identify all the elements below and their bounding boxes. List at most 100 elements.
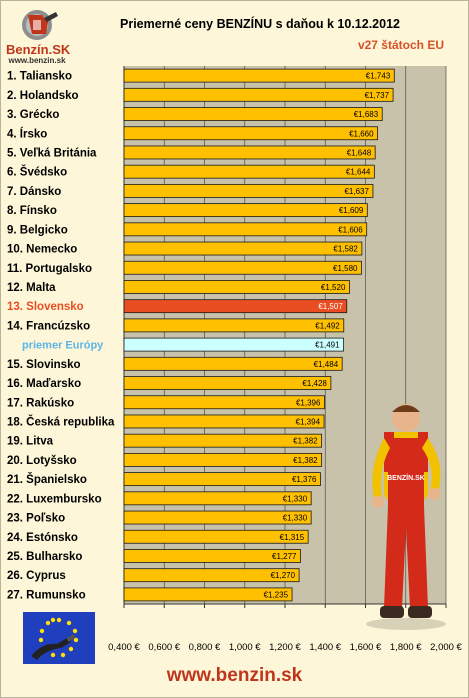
category-label: 19. Litva [7, 436, 54, 448]
category-label: 13. Slovensko [7, 301, 84, 313]
bar [123, 203, 368, 218]
footer-url: www.benzin.sk [166, 665, 303, 686]
fuel-nozzle-icon [22, 10, 58, 40]
logo-url-text: www.benzin.sk [8, 56, 66, 65]
x-tick-label: 1,200 € [269, 642, 301, 653]
bar [123, 529, 309, 544]
bar-value-label: €1,737 [365, 91, 390, 100]
bar [123, 587, 293, 602]
bar [123, 68, 395, 83]
bar-value-label: €1,396 [296, 398, 321, 407]
category-label: 9. Belgicko [7, 224, 68, 236]
category-label: 17. Rakúsko [7, 397, 74, 409]
bar [123, 395, 325, 410]
bar-value-label: €1,580 [333, 264, 358, 273]
category-label: 15. Slovinsko [7, 359, 81, 371]
chart-subtitle: v27 štátoch EU [357, 38, 444, 52]
bar-value-label: €1,428 [302, 379, 327, 388]
bar-value-label: €1,660 [349, 129, 374, 138]
category-label: 27. Rumunsko [7, 589, 86, 601]
bar-value-label: €1,277 [272, 552, 297, 561]
bar [123, 299, 348, 314]
category-label: 23. Poľsko [7, 513, 65, 525]
category-label: 25. Bulharsko [7, 551, 82, 563]
category-label: 22. Luxembursko [7, 493, 102, 505]
bar [123, 164, 375, 179]
category-label: 24. Estónsko [7, 532, 78, 544]
bar [123, 241, 363, 256]
x-tick-label: 1,000 € [229, 642, 261, 653]
category-label: 12. Malta [7, 282, 56, 294]
x-tick-label: 1,600 € [350, 642, 382, 653]
bar-value-label: €1,606 [338, 225, 363, 234]
benzin-logo: Benzín.SK www.benzin.sk [6, 6, 71, 65]
category-label: 8. Fínsko [7, 205, 57, 217]
category-label: 21. Španielsko [7, 473, 87, 486]
bar-value-label: €1,270 [271, 571, 296, 580]
category-label: 5. Veľká Británia [7, 147, 97, 159]
bar [123, 510, 312, 525]
category-label: 6. Švédsko [7, 166, 67, 179]
bar [123, 491, 312, 506]
bar [123, 260, 362, 275]
x-tick-label: 1,400 € [309, 642, 341, 653]
category-label: 4. Írsko [7, 127, 47, 140]
bar [123, 452, 323, 467]
bar-value-label: €1,609 [339, 206, 364, 215]
bar-value-label: €1,492 [315, 321, 340, 330]
bar-value-label: €1,637 [344, 187, 369, 196]
bar [123, 549, 301, 563]
bar [123, 356, 343, 371]
mascot-shirt-text: BENZÍN.SK [387, 473, 425, 482]
bar [123, 376, 332, 390]
bar-value-label: €1,507 [318, 302, 343, 311]
category-label: 16. Maďarsko [7, 378, 81, 390]
bar-value-label: €1,330 [283, 494, 308, 503]
bar-value-label: €1,644 [346, 168, 371, 177]
bar-value-label: €1,382 [293, 437, 318, 446]
category-label: 20. Lotyšsko [7, 455, 77, 467]
bar [123, 145, 376, 160]
x-tick-label: 2,000 € [430, 642, 462, 653]
bar-value-label: €1,582 [333, 245, 358, 254]
category-label: 11. Portugalsko [7, 263, 92, 275]
x-tick-label: 0,800 € [189, 642, 221, 653]
category-label: 14. Francúzsko [7, 320, 90, 332]
bar [123, 568, 300, 583]
category-label: 7. Dánsko [7, 186, 61, 198]
bar-value-label: €1,376 [292, 475, 317, 484]
x-tick-label: 1,800 € [390, 642, 422, 653]
bar-value-label: €1,394 [296, 417, 321, 426]
bar-value-label: €1,484 [314, 360, 339, 369]
bar-value-label: €1,743 [366, 72, 391, 81]
chart-title: Priemerné ceny BENZÍNU s daňou k 10.12.2… [120, 17, 400, 31]
gas-station-worker-mascot: BENZÍN.SK [354, 398, 450, 634]
category-label: 26. Cyprus [7, 570, 66, 582]
bar [123, 183, 374, 198]
category-label: 2. Holandsko [7, 90, 79, 102]
bar-value-label: €1,382 [293, 456, 318, 465]
bar-value-label: €1,683 [354, 110, 379, 119]
x-tick-label: 0,400 € [108, 642, 140, 653]
bar [123, 337, 344, 352]
bar-value-label: €1,520 [321, 283, 346, 292]
bar [123, 433, 323, 448]
logo-brand-text: Benzín.SK [6, 42, 71, 57]
category-label: priemer Európy [22, 340, 104, 352]
bar [123, 472, 321, 487]
bar [123, 87, 394, 102]
category-label: 1. Taliansko [7, 71, 72, 83]
category-label: 10. Nemecko [7, 244, 77, 256]
bar [123, 414, 325, 429]
bar [123, 280, 350, 294]
bar [123, 222, 368, 237]
bar-value-label: €1,235 [264, 590, 289, 599]
category-label: 18. Česká republika [7, 415, 115, 428]
x-tick-label: 0,600 € [148, 642, 180, 653]
bar-value-label: €1,315 [280, 533, 305, 542]
bar-value-label: €1,330 [283, 514, 308, 523]
bar-value-label: €1,648 [347, 148, 372, 157]
bar [123, 318, 345, 333]
category-label: 3. Grécko [7, 109, 59, 121]
